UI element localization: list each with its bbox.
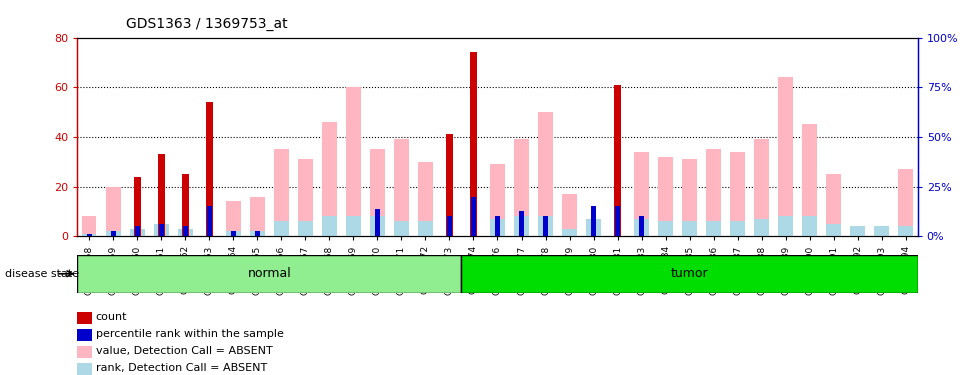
Bar [659,157,672,236]
Bar [538,216,553,236]
Bar [207,206,212,236]
Bar [682,221,696,236]
Bar [274,149,289,236]
Bar [418,221,433,236]
Bar [898,169,913,236]
Bar [538,112,553,236]
Bar [77,312,92,324]
Bar [615,206,620,236]
Bar [394,221,409,236]
Bar [298,159,313,236]
Bar [447,216,452,236]
Bar [591,206,596,236]
Text: GDS1363 / 1369753_at: GDS1363 / 1369753_at [126,17,287,31]
Bar [491,219,504,236]
Bar [779,77,793,236]
Bar [898,226,913,236]
Bar [803,216,817,236]
Bar [375,209,380,236]
Bar [614,85,621,236]
Bar [659,221,672,236]
Bar [226,231,241,236]
Bar [250,231,265,236]
Bar [462,255,918,292]
Bar [77,255,462,292]
Bar [418,162,433,236]
Text: count: count [96,312,128,322]
Bar [106,187,121,236]
Bar [803,124,817,236]
Bar [158,154,164,236]
Bar [250,196,265,236]
Bar [514,216,528,236]
Bar [471,196,476,236]
Bar [370,149,384,236]
Bar [134,177,140,236]
Bar [562,194,577,236]
Bar [639,216,644,236]
Bar [77,329,92,341]
Bar [779,216,793,236]
Bar [323,216,336,236]
Text: percentile rank within the sample: percentile rank within the sample [96,329,284,339]
Bar [226,201,241,236]
Bar [111,231,116,236]
Bar [298,221,313,236]
Bar [635,152,649,236]
Bar [255,231,260,236]
Bar [274,221,289,236]
Bar [446,134,453,236]
Bar [346,216,360,236]
Bar [183,174,188,236]
Bar [394,140,409,236]
Bar [543,216,548,236]
Bar [77,346,92,358]
Bar [323,122,336,236]
Bar [346,87,360,236]
Bar [706,149,721,236]
Bar [754,140,769,236]
Bar [82,234,97,236]
Bar [827,174,840,236]
Text: disease state: disease state [5,269,79,279]
Bar [106,231,121,236]
Bar [635,219,649,236]
Bar [706,221,721,236]
Text: value, Detection Call = ABSENT: value, Detection Call = ABSENT [96,346,272,356]
Bar [135,226,140,236]
Bar [206,102,213,236]
Text: rank, Detection Call = ABSENT: rank, Detection Call = ABSENT [96,363,267,373]
Bar [370,216,384,236]
Bar [562,229,577,236]
Bar [514,140,528,236]
Bar [682,159,696,236]
Text: normal: normal [247,267,292,280]
Bar [730,221,745,236]
Bar [730,152,745,236]
Bar [155,224,168,236]
Bar [82,216,97,236]
Bar [178,229,192,236]
Bar [874,226,889,236]
Bar [491,164,504,236]
Bar [586,219,601,236]
Bar [130,229,145,236]
Bar [495,216,500,236]
Bar [470,53,476,236]
Bar [827,224,840,236]
Bar [158,224,164,236]
Text: tumor: tumor [670,267,708,280]
Bar [231,231,236,236]
Bar [850,226,865,236]
Bar [77,363,92,375]
Bar [183,226,187,236]
Bar [519,211,524,236]
Bar [87,234,92,236]
Bar [754,219,769,236]
